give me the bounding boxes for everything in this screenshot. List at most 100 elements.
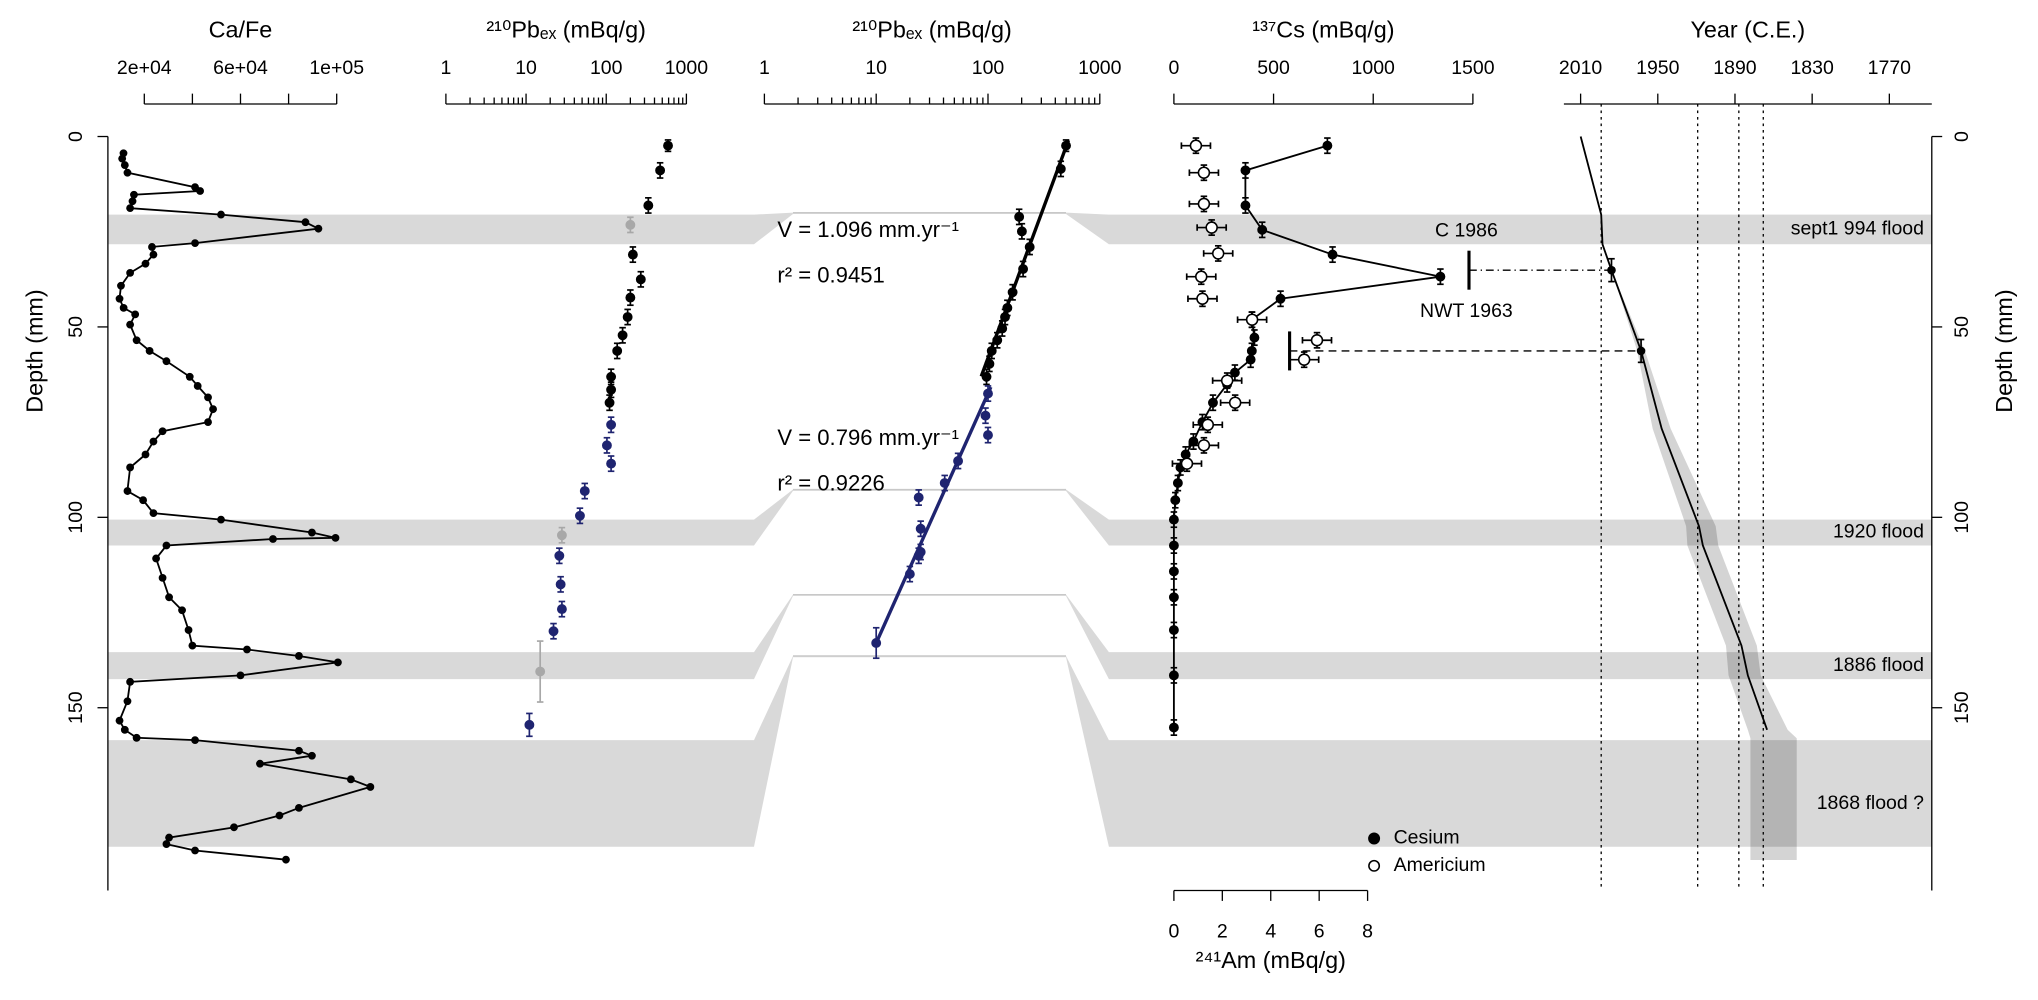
data-point: [158, 573, 167, 582]
fit-label: V = 1.096 mm.yr⁻¹: [777, 217, 959, 242]
data-point: [165, 593, 173, 602]
data-point: [1310, 334, 1324, 347]
x-tick-label: 1950: [1636, 57, 1680, 79]
x2-axis-title: ²⁴¹Am (mBq/g): [1196, 947, 1346, 973]
x-tick-label: 1000: [1352, 57, 1396, 79]
data-point: [622, 312, 633, 322]
x-tick-label: 1: [440, 57, 451, 79]
data-point: [981, 371, 992, 382]
depth-tick-label: 50: [65, 316, 87, 338]
data-point: [1168, 540, 1179, 551]
data-point: [115, 294, 124, 303]
data-point: [1180, 449, 1191, 460]
data-point: [184, 626, 193, 634]
flood-band: [107, 489, 1932, 546]
data-point: [191, 239, 199, 248]
data-point: [141, 450, 150, 459]
data-point: [655, 165, 666, 176]
x2-tick-label: 4: [1265, 920, 1276, 942]
data-point: [1197, 166, 1211, 179]
depth-tick-label: 0: [65, 131, 87, 142]
data-point: [997, 323, 1008, 334]
data-point: [1195, 270, 1208, 283]
data-point: [149, 250, 158, 259]
data-line: [1579, 136, 1768, 731]
x-tick-label: 1e+05: [309, 57, 364, 79]
data-point: [663, 140, 673, 151]
data-point: [915, 523, 926, 534]
data-point: [601, 440, 612, 451]
data-point: [126, 268, 135, 277]
data-point: [123, 697, 132, 706]
data-point: [119, 303, 128, 312]
x-tick-label: 0: [1168, 57, 1179, 79]
data-point: [1170, 495, 1181, 506]
x2-tick-label: 6: [1314, 920, 1325, 942]
data-point: [308, 528, 316, 537]
data-point: [204, 418, 212, 427]
data-point: [204, 393, 212, 402]
data-point: [1172, 478, 1183, 488]
data-point: [1168, 514, 1179, 525]
x-tick-label: 1890: [1713, 57, 1757, 79]
data-point: [1168, 592, 1179, 603]
panel-title: ¹³⁷Cs (mBq/g): [1252, 16, 1394, 42]
data-line: [118, 153, 374, 861]
data-point: [983, 430, 993, 441]
data-point: [1197, 197, 1211, 211]
data-point: [953, 456, 964, 466]
data-point: [1240, 200, 1251, 211]
data-point: [162, 541, 171, 550]
fit-line: [874, 386, 993, 644]
data-point: [1240, 165, 1251, 176]
data-point: [295, 652, 303, 660]
data-point: [1196, 292, 1209, 305]
data-point: [625, 219, 636, 230]
data-point: [627, 249, 638, 260]
data-point: [145, 347, 154, 355]
data-point: [554, 550, 565, 561]
data-point: [617, 330, 628, 341]
data-point: [188, 641, 197, 650]
data-point: [295, 803, 303, 812]
x-tick-label: 10: [865, 57, 887, 79]
data-point: [149, 437, 158, 446]
x2-tick-label: 8: [1362, 920, 1373, 942]
x2-tick-label: 0: [1168, 920, 1179, 942]
depth-tick-label: 0: [1951, 131, 1973, 142]
data-point: [191, 846, 199, 855]
x-tick-label: 6e+04: [213, 57, 268, 79]
data-point: [149, 509, 158, 518]
annotation: C 1986: [1435, 220, 1498, 242]
data-point: [555, 579, 566, 590]
x-tick-label: 2e+04: [117, 57, 172, 79]
data-point: [904, 569, 915, 580]
date-point: [1636, 346, 1646, 356]
data-point: [158, 427, 167, 436]
fit-label: V = 0.796 mm.yr⁻¹: [777, 425, 959, 450]
data-point: [1211, 247, 1225, 260]
data-point: [196, 187, 204, 195]
data-point: [132, 733, 141, 742]
data-point: [1245, 313, 1259, 326]
data-point: [131, 310, 140, 319]
data-point: [986, 345, 997, 356]
flood-band: [107, 655, 1932, 847]
depth-tick-label: 150: [1951, 691, 1973, 724]
data-point: [604, 397, 615, 408]
depth-tick-label: 100: [1951, 501, 1973, 534]
data-point: [1000, 312, 1010, 322]
depth-tick-label: 150: [65, 691, 87, 724]
x-tick-label: 100: [590, 57, 623, 79]
legend-label: Cesium: [1394, 827, 1460, 849]
data-point: [1180, 457, 1194, 470]
flood-band: [107, 212, 1932, 245]
data-point: [606, 371, 617, 382]
data-point: [1168, 566, 1179, 577]
data-point: [209, 405, 217, 414]
data-point: [120, 161, 129, 169]
data-point: [992, 335, 1003, 346]
legend-marker: [1368, 832, 1381, 845]
data-point: [1189, 139, 1203, 152]
